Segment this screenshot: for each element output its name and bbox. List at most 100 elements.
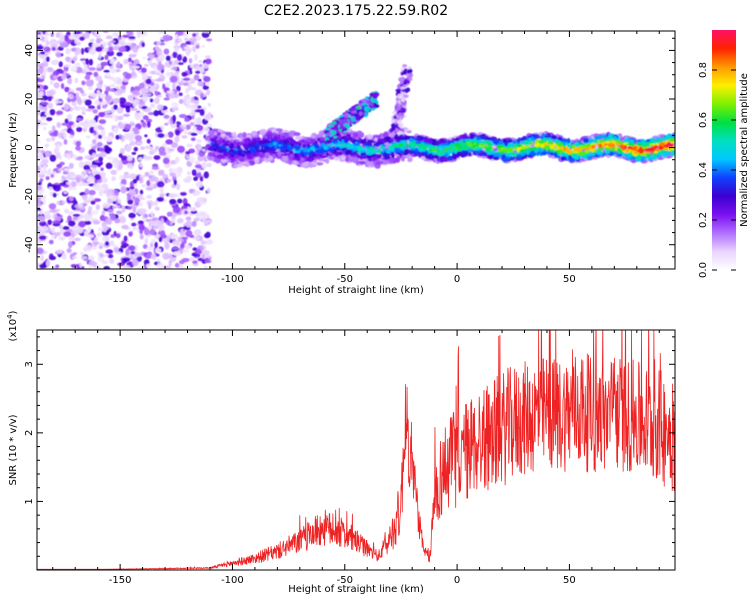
spectrogram-blob [126,162,132,169]
spectrogram-blob [112,201,117,205]
spectrogram-blob [67,93,74,100]
spectrogram-blob [189,156,196,164]
spectrogram-blob [104,147,112,154]
spectrogram-blob [56,163,63,169]
spectrogram-blob [118,123,125,130]
spectrogram-blob [87,234,95,239]
spectrogram-blob [207,103,212,107]
spectrogram-blob [112,32,120,38]
spectrogram-blob [116,52,123,57]
spectrogram-blob [194,160,200,166]
figure-title: C2E2.2023.175.22.59.R02 [264,3,448,19]
spectrogram-blob [115,134,120,140]
spectrogram-blob [194,66,202,71]
spectrogram-blob [77,226,84,234]
spectrogram-blob [100,171,106,178]
spectrogram-blob [130,251,136,255]
spectrogram-blob [93,241,98,247]
spectrogram-blob [131,89,140,96]
spectrogram-blob [140,87,148,94]
spectrogram-blob [49,108,56,116]
spectrogram-blob [50,173,55,178]
spectrogram-blob [128,53,137,58]
spectrogram-blob [281,155,289,161]
spectrogram-blob [101,254,110,258]
spectrogram-blob [154,241,158,249]
spectrogram-blob [79,36,85,41]
spectrogram-blob [137,157,143,161]
spectrogram-blob [138,197,146,201]
spectrogram-blob [85,108,93,112]
spectrogram-blob [123,113,130,117]
spectrogram-blob [97,227,103,232]
spectrogram-blob [132,46,139,53]
spectrogram-blob [357,130,363,135]
spectrogram-blob [69,134,75,139]
spectrogram-blob [207,130,215,135]
spectrogram-blob [100,129,106,137]
spectrogram-blob [95,204,101,211]
spectrogram-blob [139,234,144,240]
spectrogram-blob [116,107,124,114]
spectrogram-blob [203,171,210,179]
spectrogram-blob [68,211,74,215]
spectrogram-blob [142,115,149,120]
spectrogram-blob [105,36,114,40]
spectrogram-blob [81,111,86,115]
spectrogram-blob [153,110,160,117]
spectrogram-blob [158,169,165,175]
spectrogram-blob [86,135,91,139]
spectrogram-blob [129,136,133,143]
spectrogram-blob [64,118,69,124]
spectrogram-blob [109,58,115,65]
spectrogram-blob [142,56,147,60]
spectrogram-blob [127,245,136,251]
spectrogram-blob [102,41,107,48]
spectrogram-blob [181,71,188,77]
spectrogram-blob [40,122,48,126]
spectrogram-blob [155,78,163,82]
spectrogram-blob [184,116,191,123]
spectrogram-blob [168,193,177,198]
spectrogram-blob [66,181,71,185]
spectrogram-blob [65,47,71,55]
spectrogram-blob [96,104,101,110]
spectrogram-blob [57,132,64,137]
spectrogram-blob [41,159,49,165]
spectrogram-blob [157,133,165,138]
spectrogram-blob [138,111,144,118]
spectrogram-blob [180,228,184,236]
spectrogram-blob [77,203,84,208]
spectrogram-blob [155,145,159,151]
spectrogram-blob [112,38,119,45]
spectrogram-blob [141,121,147,128]
spectrogram-blob [37,208,42,212]
spectrogram-blob [150,211,154,217]
spectrogram-blob [72,256,77,260]
spectrogram-blob [87,244,92,252]
spectrogram-blob [139,189,144,195]
spectrogram-blob [57,168,62,172]
spectrogram-blob [37,197,42,201]
spectrogram-blob [138,82,145,89]
spectrogram-blob [106,209,114,213]
spectrogram-blob [116,78,123,85]
spectrogram-blob [81,194,88,200]
spectrogram-blob [74,77,79,84]
spectrogram-blob [122,174,130,179]
spectrogram-blob [133,183,138,187]
spectrogram-blob [190,137,196,142]
spectrogram-blob [145,195,153,199]
spectrogram-blob [199,108,205,116]
spectrogram-blob [177,198,183,204]
spectrogram-blob [172,251,181,257]
spectrogram-blob [144,63,149,67]
spectrogram-blob [48,253,54,260]
spectrogram-blob [81,80,86,86]
spectrogram-blob [115,85,120,90]
spectrogram-blob [141,67,147,74]
spectrogram-blob [165,139,173,145]
spectrogram-blob [129,107,138,111]
spectrogram-blob [190,132,198,136]
spectrogram-blob [120,155,128,161]
